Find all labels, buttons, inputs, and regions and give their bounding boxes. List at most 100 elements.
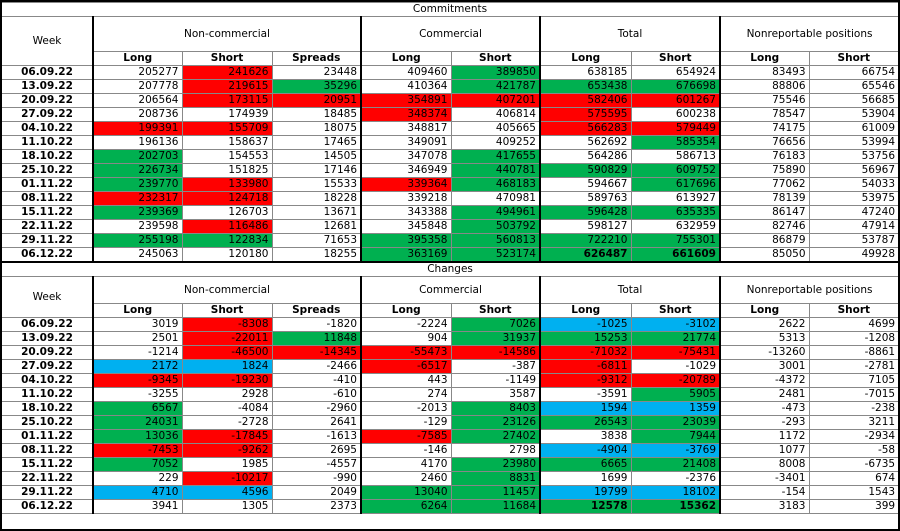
value-cell: 245063 (92, 247, 183, 263)
value-cell: 78139 (719, 191, 810, 206)
value-cell: -4084 (181, 401, 273, 416)
value-cell: -1820 (271, 317, 362, 332)
table-row: 11.10.22 -3255 2928 -610 274 3587 -3591 5905 248… (2, 387, 898, 402)
value-cell: 56685 (808, 93, 898, 108)
value-cell: 2373 (271, 499, 362, 514)
value-cell: -410 (271, 373, 362, 388)
value-cell: 598127 (539, 219, 632, 234)
week-cell: 22.11.22 (2, 471, 94, 486)
value-cell: 11848 (271, 331, 362, 346)
value-cell: 440781 (450, 163, 541, 178)
value-cell: 206564 (92, 93, 183, 108)
value-cell: 3183 (719, 499, 810, 514)
value-cell: 27402 (450, 429, 541, 444)
value-cell: 85050 (719, 247, 810, 263)
value-cell: -9312 (539, 373, 632, 388)
value-cell: -7453 (92, 443, 183, 458)
value-cell: 207778 (92, 79, 183, 94)
value-cell: 18075 (271, 121, 362, 136)
value-cell: 654924 (630, 65, 721, 80)
value-cell: 349091 (360, 135, 452, 150)
value-cell: -4557 (271, 457, 362, 472)
value-cell: 199391 (92, 121, 183, 136)
value-cell: -2466 (271, 359, 362, 374)
week-cell: 13.09.22 (2, 331, 94, 346)
value-cell: 11684 (450, 499, 541, 514)
value-cell: -387 (450, 359, 541, 374)
value-cell: 17146 (271, 163, 362, 178)
value-cell: 158637 (181, 135, 273, 150)
value-cell: 617696 (630, 177, 721, 192)
value-cell: 562692 (539, 135, 632, 150)
col-nr-short: Short (808, 51, 898, 66)
value-cell: 503792 (450, 219, 541, 234)
value-cell: 202703 (92, 149, 183, 164)
value-cell: -990 (271, 471, 362, 486)
group-noncommercial: Non-commercial (92, 276, 362, 304)
col-t-long: Long (539, 51, 632, 66)
value-cell: 12681 (271, 219, 362, 234)
value-cell: 389850 (450, 65, 541, 80)
week-cell: 08.11.22 (2, 443, 94, 458)
value-cell: -3255 (92, 387, 183, 402)
table-title-row: Changes (2, 263, 898, 277)
value-cell: 443 (360, 373, 452, 388)
column-header-row: Long Short Spreads Long Short Long Short… (2, 51, 898, 66)
value-cell: -2728 (181, 415, 273, 430)
value-cell: 626487 (539, 247, 632, 263)
value-cell: 23039 (630, 415, 721, 430)
value-cell: 86879 (719, 233, 810, 248)
value-cell: 1077 (719, 443, 810, 458)
value-cell: 18102 (630, 485, 721, 500)
value-cell: 348817 (360, 121, 452, 136)
value-cell: 904 (360, 331, 452, 346)
value-cell: -1149 (450, 373, 541, 388)
value-cell: 347078 (360, 149, 452, 164)
value-cell: 346949 (360, 163, 452, 178)
value-cell: 208736 (92, 107, 183, 122)
value-cell: 2928 (181, 387, 273, 402)
value-cell: -7015 (808, 387, 898, 402)
value-cell: 255198 (92, 233, 183, 248)
value-cell: 661609 (630, 247, 721, 263)
value-cell: 4170 (360, 457, 452, 472)
value-cell: 676698 (630, 79, 721, 94)
value-cell: -238 (808, 401, 898, 416)
value-cell: 76183 (719, 149, 810, 164)
commitments-table: Commitments Week Non-commercial Commerci… (2, 2, 898, 263)
value-cell: -13260 (719, 345, 810, 360)
value-cell: -9262 (181, 443, 273, 458)
table-row: 06.09.22 205277 241626 23448 409460 389850 638… (2, 65, 898, 80)
value-cell: -17845 (181, 429, 273, 444)
value-cell: 4596 (181, 485, 273, 500)
week-cell: 25.10.22 (2, 415, 94, 430)
col-nr-short: Short (808, 303, 898, 318)
col-nc-spreads: Spreads (271, 303, 362, 318)
value-cell: 8008 (719, 457, 810, 472)
value-cell: 18485 (271, 107, 362, 122)
value-cell: 274 (360, 387, 452, 402)
value-cell: 1543 (808, 485, 898, 500)
week-column-header: Week (2, 16, 94, 66)
value-cell: 53904 (808, 107, 898, 122)
col-nc-short: Short (181, 51, 273, 66)
commitments-header: Commitments Week Non-commercial Commerci… (2, 2, 898, 66)
value-cell: 54033 (808, 177, 898, 192)
table-row: 11.10.22 196136 158637 17465 349091 409252 562… (2, 135, 898, 150)
value-cell: 74175 (719, 121, 810, 136)
value-cell: 3941 (92, 499, 183, 514)
value-cell: 14505 (271, 149, 362, 164)
table-row: 29.11.22 4710 4596 2049 13040 11457 19799 18102… (2, 485, 898, 500)
group-commercial: Commercial (360, 276, 541, 304)
value-cell: 5905 (630, 387, 721, 402)
value-cell: 6665 (539, 457, 632, 472)
value-cell: 56967 (808, 163, 898, 178)
value-cell: 173115 (181, 93, 273, 108)
col-nr-long: Long (719, 303, 810, 318)
value-cell: -20789 (630, 373, 721, 388)
value-cell: 2049 (271, 485, 362, 500)
value-cell: 405665 (450, 121, 541, 136)
table-row: 15.11.22 239369 126703 13671 343388 494961 596… (2, 205, 898, 220)
value-cell: -8861 (808, 345, 898, 360)
value-cell: -22011 (181, 331, 273, 346)
